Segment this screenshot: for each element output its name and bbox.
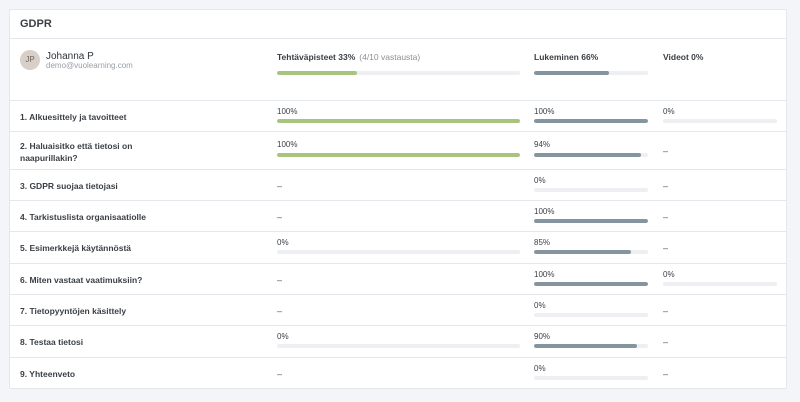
reading-summary-bar-fill	[534, 71, 610, 75]
reading-progress-fill	[534, 344, 637, 348]
videos-empty-value: –	[663, 337, 669, 347]
tasks-empty-value: –	[277, 368, 283, 379]
chapter-row: 7. Tietopyyntöjen käsittely – 0% –	[10, 295, 786, 326]
chapter-row: 4. Tarkistuslista organisaatiolle – 100% –	[10, 201, 786, 232]
reading-progress-bar	[534, 250, 648, 254]
reading-progress-fill	[534, 250, 631, 254]
reading-progress-bar	[534, 376, 648, 380]
reading-percent: 85%	[534, 238, 551, 247]
videos-percent: 0%	[663, 270, 675, 279]
videos-empty-value: –	[663, 243, 669, 253]
reading-progress-fill	[534, 282, 648, 286]
reading-progress-bar	[534, 119, 648, 123]
videos-empty-value: –	[663, 180, 669, 191]
user-name: Johanna P	[46, 51, 94, 62]
chapter-title: 9. Yhteenveto	[20, 368, 76, 379]
tasks-summary-label: Tehtäväpisteet 33%	[277, 52, 356, 62]
reading-progress-bar	[534, 344, 648, 348]
tasks-column-header: Tehtäväpisteet 33% (4/10 vastausta)	[277, 52, 420, 62]
reading-progress-bar	[534, 282, 648, 286]
videos-empty-value: –	[663, 368, 669, 379]
tasks-summary-bar-fill	[277, 71, 358, 75]
avatar: JP	[20, 50, 40, 70]
reading-progress-fill	[534, 153, 642, 157]
chapter-title: 1. Alkuesittely ja tavoitteet	[20, 111, 127, 122]
chapter-row: 8. Testaa tietosi 0% 90% –	[10, 326, 786, 358]
chapter-row: 9. Yhteenveto – 0% –	[10, 358, 786, 389]
reading-percent: 100%	[534, 207, 555, 216]
tasks-progress-bar	[277, 344, 520, 348]
chapter-title: 4. Tarkistuslista organisaatiolle	[20, 211, 146, 222]
reading-percent: 0%	[534, 176, 546, 185]
user-email: demo@vuolearning.com	[46, 61, 133, 70]
reading-progress-bar	[534, 188, 648, 192]
videos-progress-bar	[663, 119, 777, 123]
reading-summary-label: Lukeminen 66%	[534, 52, 599, 62]
videos-empty-value: –	[663, 211, 669, 222]
reading-percent: 0%	[534, 364, 546, 373]
videos-percent: 0%	[663, 107, 675, 116]
reading-progress-bar	[534, 219, 648, 223]
reading-progress-bar	[534, 313, 648, 317]
tasks-summary-bar	[277, 71, 520, 75]
chapter-title: 6. Miten vastaat vaatimuksiin?	[20, 274, 143, 285]
reading-summary-bar	[534, 71, 648, 75]
videos-empty-value: –	[663, 146, 669, 156]
tasks-progress-bar	[277, 153, 520, 157]
videos-empty-value: –	[663, 305, 669, 316]
chapter-title: 7. Tietopyyntöjen käsittely	[20, 305, 127, 316]
tasks-empty-value: –	[277, 305, 283, 316]
reading-percent: 100%	[534, 270, 555, 279]
reading-progress-fill	[534, 219, 648, 223]
tasks-summary-detail: (4/10 vastausta)	[359, 52, 421, 62]
tasks-empty-value: –	[277, 211, 283, 222]
chapter-title: 8. Testaa tietosi	[20, 337, 84, 347]
user-summary-row: JP Johanna P demo@vuolearning.com Tehtäv…	[10, 39, 786, 101]
reading-percent: 90%	[534, 332, 551, 341]
reading-column-header: Lukeminen 66%	[534, 52, 598, 62]
reading-percent: 94%	[534, 140, 551, 149]
reading-percent: 0%	[534, 301, 546, 310]
tasks-progress-bar	[277, 250, 520, 254]
chapter-row: 6. Miten vastaat vaatimuksiin? – 100% 0%	[10, 264, 786, 295]
tasks-progress-fill	[277, 153, 520, 157]
videos-column-header: Videot 0%	[663, 52, 703, 62]
card-header: GDPR	[10, 10, 786, 39]
reading-percent: 100%	[534, 107, 555, 116]
chapter-row: 1. Alkuesittely ja tavoitteet 100% 100% 0%	[10, 101, 786, 132]
tasks-empty-value: –	[277, 274, 283, 285]
card-title: GDPR	[20, 18, 52, 30]
tasks-progress-bar	[277, 119, 520, 123]
course-progress-card: GDPR JP Johanna P demo@vuolearning.com T…	[9, 9, 787, 389]
videos-summary-label: Videot 0%	[663, 52, 704, 62]
chapter-title: 2. Haluaisitko että tietosi on naapurill…	[20, 141, 133, 163]
chapter-title: 3. GDPR suojaa tietojasi	[20, 180, 118, 191]
chapter-row: 5. Esimerkkejä käytännöstä 0% 85% –	[10, 232, 786, 264]
tasks-percent: 0%	[277, 238, 289, 247]
chapter-title: 5. Esimerkkejä käytännöstä	[20, 243, 132, 253]
chapter-row: 2. Haluaisitko että tietosi on naapurill…	[10, 132, 786, 170]
reading-progress-fill	[534, 119, 648, 123]
videos-progress-bar	[663, 282, 777, 286]
tasks-percent: 100%	[277, 107, 298, 116]
tasks-empty-value: –	[277, 180, 283, 191]
tasks-progress-fill	[277, 119, 520, 123]
tasks-percent: 0%	[277, 332, 289, 341]
reading-progress-bar	[534, 153, 648, 157]
chapter-row: 3. GDPR suojaa tietojasi – 0% –	[10, 170, 786, 201]
tasks-percent: 100%	[277, 140, 298, 149]
